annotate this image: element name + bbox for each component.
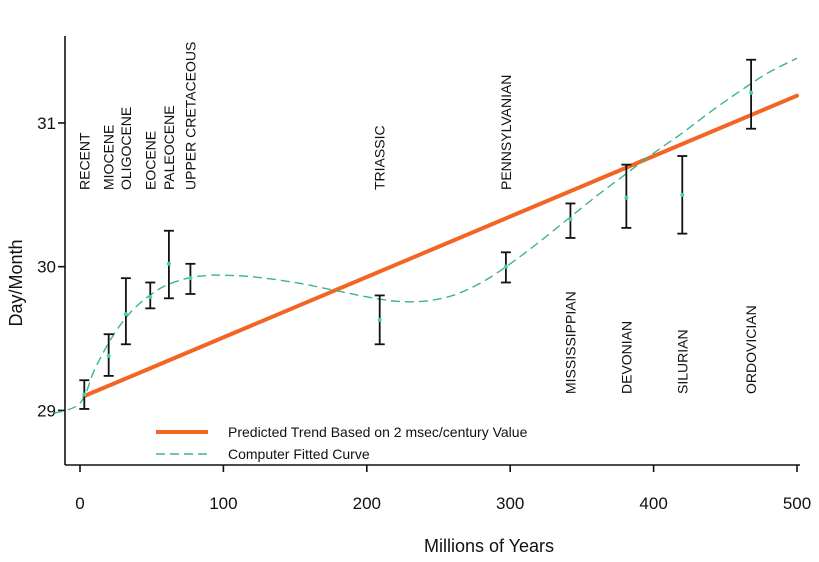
- era-label: OLIGOCENE: [118, 107, 134, 190]
- x-tick-label: 300: [496, 494, 524, 513]
- error-bar: [145, 281, 156, 310]
- y-axis-title: Day/Month: [6, 239, 26, 326]
- y-tick-label: 30: [37, 258, 56, 277]
- data-point: [624, 195, 629, 200]
- era-label: RECENT: [76, 132, 92, 190]
- data-point: [568, 217, 573, 222]
- y-tick-label: 29: [37, 401, 56, 420]
- era-label: DEVONIAN: [618, 321, 634, 394]
- era-labels: RECENT MIOCENE OLIGOCENE EOCENE PALEOCENE UPP…: [76, 42, 759, 394]
- error-bar: [103, 333, 114, 377]
- x-ticks: 0 100 200 300 400 500: [75, 465, 811, 513]
- y-tick-label: 31: [37, 114, 56, 133]
- legend-label-trend: Predicted Trend Based on 2 msec/century …: [228, 424, 528, 440]
- x-tick-label: 100: [209, 494, 237, 513]
- error-bar: [565, 202, 576, 239]
- era-label: MIOCENE: [101, 125, 117, 190]
- error-bar: [500, 251, 511, 284]
- data-point: [680, 192, 685, 197]
- data-point: [166, 261, 171, 266]
- era-label: SILURIAN: [674, 329, 690, 394]
- error-bar: [120, 277, 131, 346]
- x-tick-label: 500: [783, 494, 811, 513]
- error-bar: [677, 155, 688, 235]
- era-label: TRIASSIC: [372, 125, 388, 190]
- y-ticks: 29 30 31: [37, 114, 65, 420]
- era-label: EOCENE: [142, 131, 158, 190]
- error-bar: [374, 294, 385, 346]
- era-label: PENNSYLVANIAN: [498, 75, 514, 190]
- error-bar: [621, 163, 632, 229]
- data-point: [106, 353, 111, 358]
- error-bar: [163, 229, 174, 300]
- fitted-curve: [53, 57, 798, 414]
- data-point: [377, 317, 382, 322]
- x-tick-label: 400: [639, 494, 667, 513]
- data-point: [503, 264, 508, 269]
- axes: 0 100 200 300 400 500 29 30 31 Millions of Year…: [6, 36, 811, 556]
- plot-area: [53, 57, 799, 414]
- era-label: ORDOVICIAN: [743, 305, 759, 394]
- data-point: [188, 276, 193, 281]
- error-bar: [746, 58, 757, 130]
- data-point: [148, 294, 153, 299]
- data-point: [749, 90, 754, 95]
- trend-line: [82, 93, 799, 399]
- x-axis-title: Millions of Years: [424, 536, 554, 556]
- error-bar: [185, 262, 196, 295]
- era-label: MISSISSIPPIAN: [562, 291, 578, 394]
- data-point: [82, 392, 87, 397]
- era-label: PALEOCENE: [161, 105, 177, 190]
- x-tick-label: 0: [75, 494, 84, 513]
- era-label: UPPER CRETACEOUS: [182, 42, 198, 190]
- x-tick-label: 200: [353, 494, 381, 513]
- legend: Predicted Trend Based on 2 msec/century …: [156, 424, 528, 462]
- data-point: [123, 312, 128, 317]
- legend-label-fitted: Computer Fitted Curve: [228, 446, 370, 462]
- error-bar: [79, 379, 90, 410]
